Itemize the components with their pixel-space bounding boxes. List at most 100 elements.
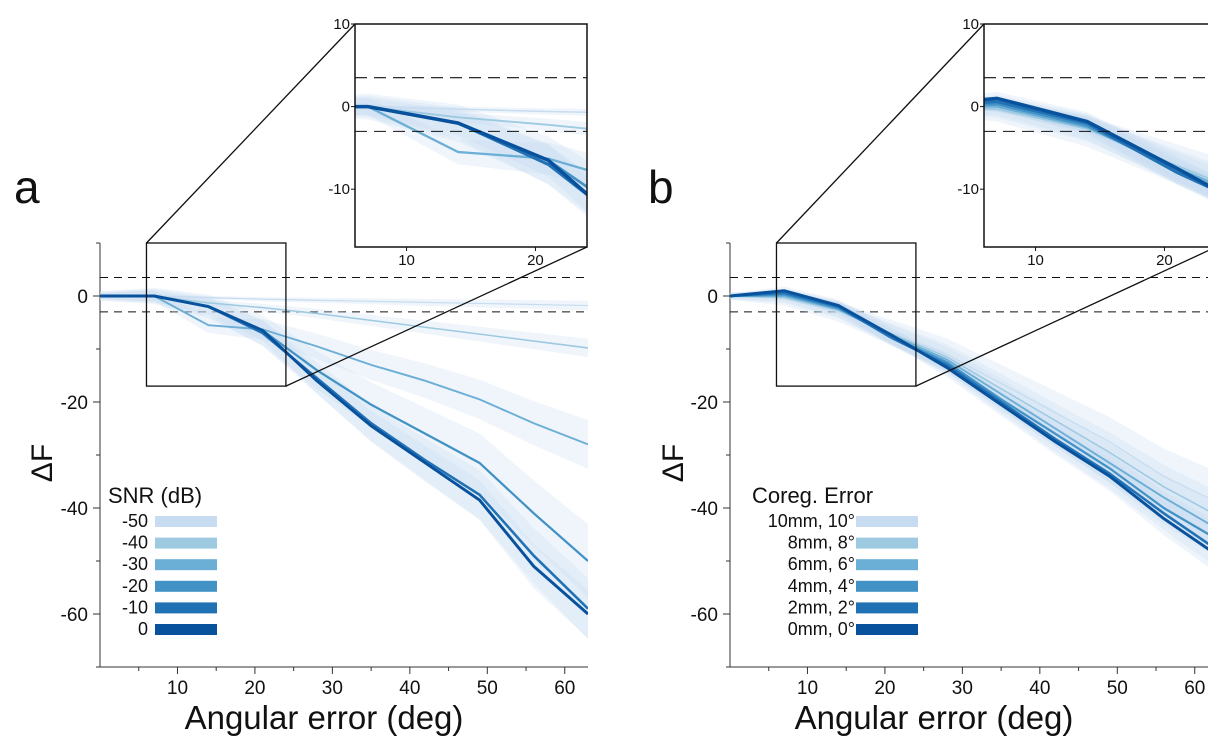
series-line <box>100 294 588 616</box>
series-line <box>100 295 588 349</box>
series-line <box>100 295 588 307</box>
x-tick-label: 20 <box>244 678 265 699</box>
series-line <box>730 295 1208 512</box>
zoom-box <box>145 242 287 387</box>
legend-label: -40 <box>122 533 148 553</box>
series-line <box>984 107 1208 180</box>
legend-label: 2mm, 2° <box>788 597 855 617</box>
legend-label: 10mm, 10° <box>768 511 855 531</box>
panel-letter: a <box>14 161 40 213</box>
inset-plot: 10 0 -10 10 20 <box>328 16 588 269</box>
plot-area <box>100 287 588 640</box>
x-tick-label: 40 <box>1029 678 1050 699</box>
series-band <box>355 97 587 188</box>
x-tick-label: 10 <box>797 678 818 699</box>
legend-label: 4mm, 4° <box>788 576 855 596</box>
legend-label: -30 <box>122 554 148 574</box>
inset-frame <box>983 23 1208 248</box>
series-line <box>355 105 587 130</box>
legend-label: -10 <box>122 597 148 617</box>
series-line <box>100 295 588 446</box>
series-line <box>355 104 587 197</box>
series-line <box>984 96 1208 188</box>
x-tick-label: 60 <box>1184 678 1205 699</box>
inset-x-tick-label: 10 <box>1027 252 1044 269</box>
series-band <box>355 93 587 214</box>
x-tick-label: 50 <box>477 678 498 699</box>
inset-plot-area <box>355 93 587 217</box>
legend-label: 6mm, 6° <box>788 554 855 574</box>
y-tick-label: -40 <box>61 499 88 520</box>
y-tick-label: -20 <box>691 393 718 414</box>
x-tick-label: 30 <box>322 678 343 699</box>
legend-swatch <box>856 516 918 527</box>
legend-swatch <box>155 559 217 571</box>
zoom-connector <box>915 249 1208 387</box>
legend-swatch <box>155 624 217 635</box>
legend-swatch <box>856 537 918 549</box>
inset-plot-area <box>984 91 1208 200</box>
legend-swatch <box>155 580 217 592</box>
legend-swatch <box>856 624 918 635</box>
panel-b: b 0 -20 -40 -60 10 20 30 40 50 60 Angular error (de… <box>648 16 1208 736</box>
inset-y-tick-label: 0 <box>342 99 350 116</box>
legend: SNR (dB) -50-40-30-20-100 <box>108 483 217 639</box>
series-band <box>984 100 1208 196</box>
zoom-connector <box>285 246 588 387</box>
x-tick-label: 20 <box>874 678 895 699</box>
y-tick-label: -60 <box>61 605 88 626</box>
inset-x-tick-label: 20 <box>527 252 544 269</box>
series-line <box>355 105 587 172</box>
x-tick-label: 40 <box>399 678 420 699</box>
legend-swatch <box>155 602 217 614</box>
inset-frame <box>354 23 588 248</box>
series-line <box>984 100 1208 189</box>
y-axis-label: ΔF <box>26 444 59 482</box>
x-axis-label: Angular error (deg) <box>185 699 464 736</box>
zoom-connector <box>146 23 356 244</box>
inset-x-tick-label: 20 <box>1156 252 1173 269</box>
legend-label: 8mm, 8° <box>788 533 855 553</box>
series-band <box>355 95 587 217</box>
legend-swatch <box>856 559 918 571</box>
inset-x-tick-label: 10 <box>398 252 415 269</box>
x-tick-label: 50 <box>1107 678 1128 699</box>
x-tick-label: 10 <box>167 678 188 699</box>
inset-background <box>355 24 587 247</box>
panel-a: a 0 -20 -40 -60 10 20 30 40 50 60 Angular error (de… <box>14 16 588 736</box>
zoom-box <box>775 242 917 387</box>
series-line <box>730 289 1208 551</box>
series-line <box>730 295 1208 499</box>
y-tick-label: 0 <box>77 287 88 308</box>
legend-label: -50 <box>122 511 148 531</box>
y-tick-label: -40 <box>691 499 718 520</box>
x-tick-label: 30 <box>952 678 973 699</box>
series-line <box>355 105 587 114</box>
series-line <box>730 293 1208 536</box>
series-line <box>984 109 1208 177</box>
series-band <box>984 97 1208 199</box>
legend-label: -20 <box>122 576 148 596</box>
zoom-connector <box>776 23 985 244</box>
inset-y-tick-label: 0 <box>971 99 979 116</box>
x-tick-label: 60 <box>554 678 575 699</box>
inset-plot: 10 0 -10 10 20 <box>957 16 1208 269</box>
legend-label: 0 <box>138 619 148 639</box>
series-line <box>984 102 1208 186</box>
legend-swatch <box>856 602 918 614</box>
y-axis-label: ΔF <box>657 444 690 482</box>
series-band <box>984 99 1208 198</box>
legend-label: 0mm, 0° <box>788 619 855 639</box>
plot-area <box>730 286 1208 567</box>
legend-title: SNR (dB) <box>108 483 202 508</box>
y-tick-label: 0 <box>707 287 718 308</box>
y-tick-label: -60 <box>691 605 718 626</box>
legend-title: Coreg. Error <box>752 483 873 508</box>
legend-swatch <box>856 580 918 592</box>
legend-swatch <box>155 516 217 527</box>
series-line <box>730 295 1208 525</box>
inset-y-tick-label: 10 <box>333 16 350 33</box>
inset-background <box>984 24 1208 247</box>
inset-y-tick-label: -10 <box>957 181 979 198</box>
